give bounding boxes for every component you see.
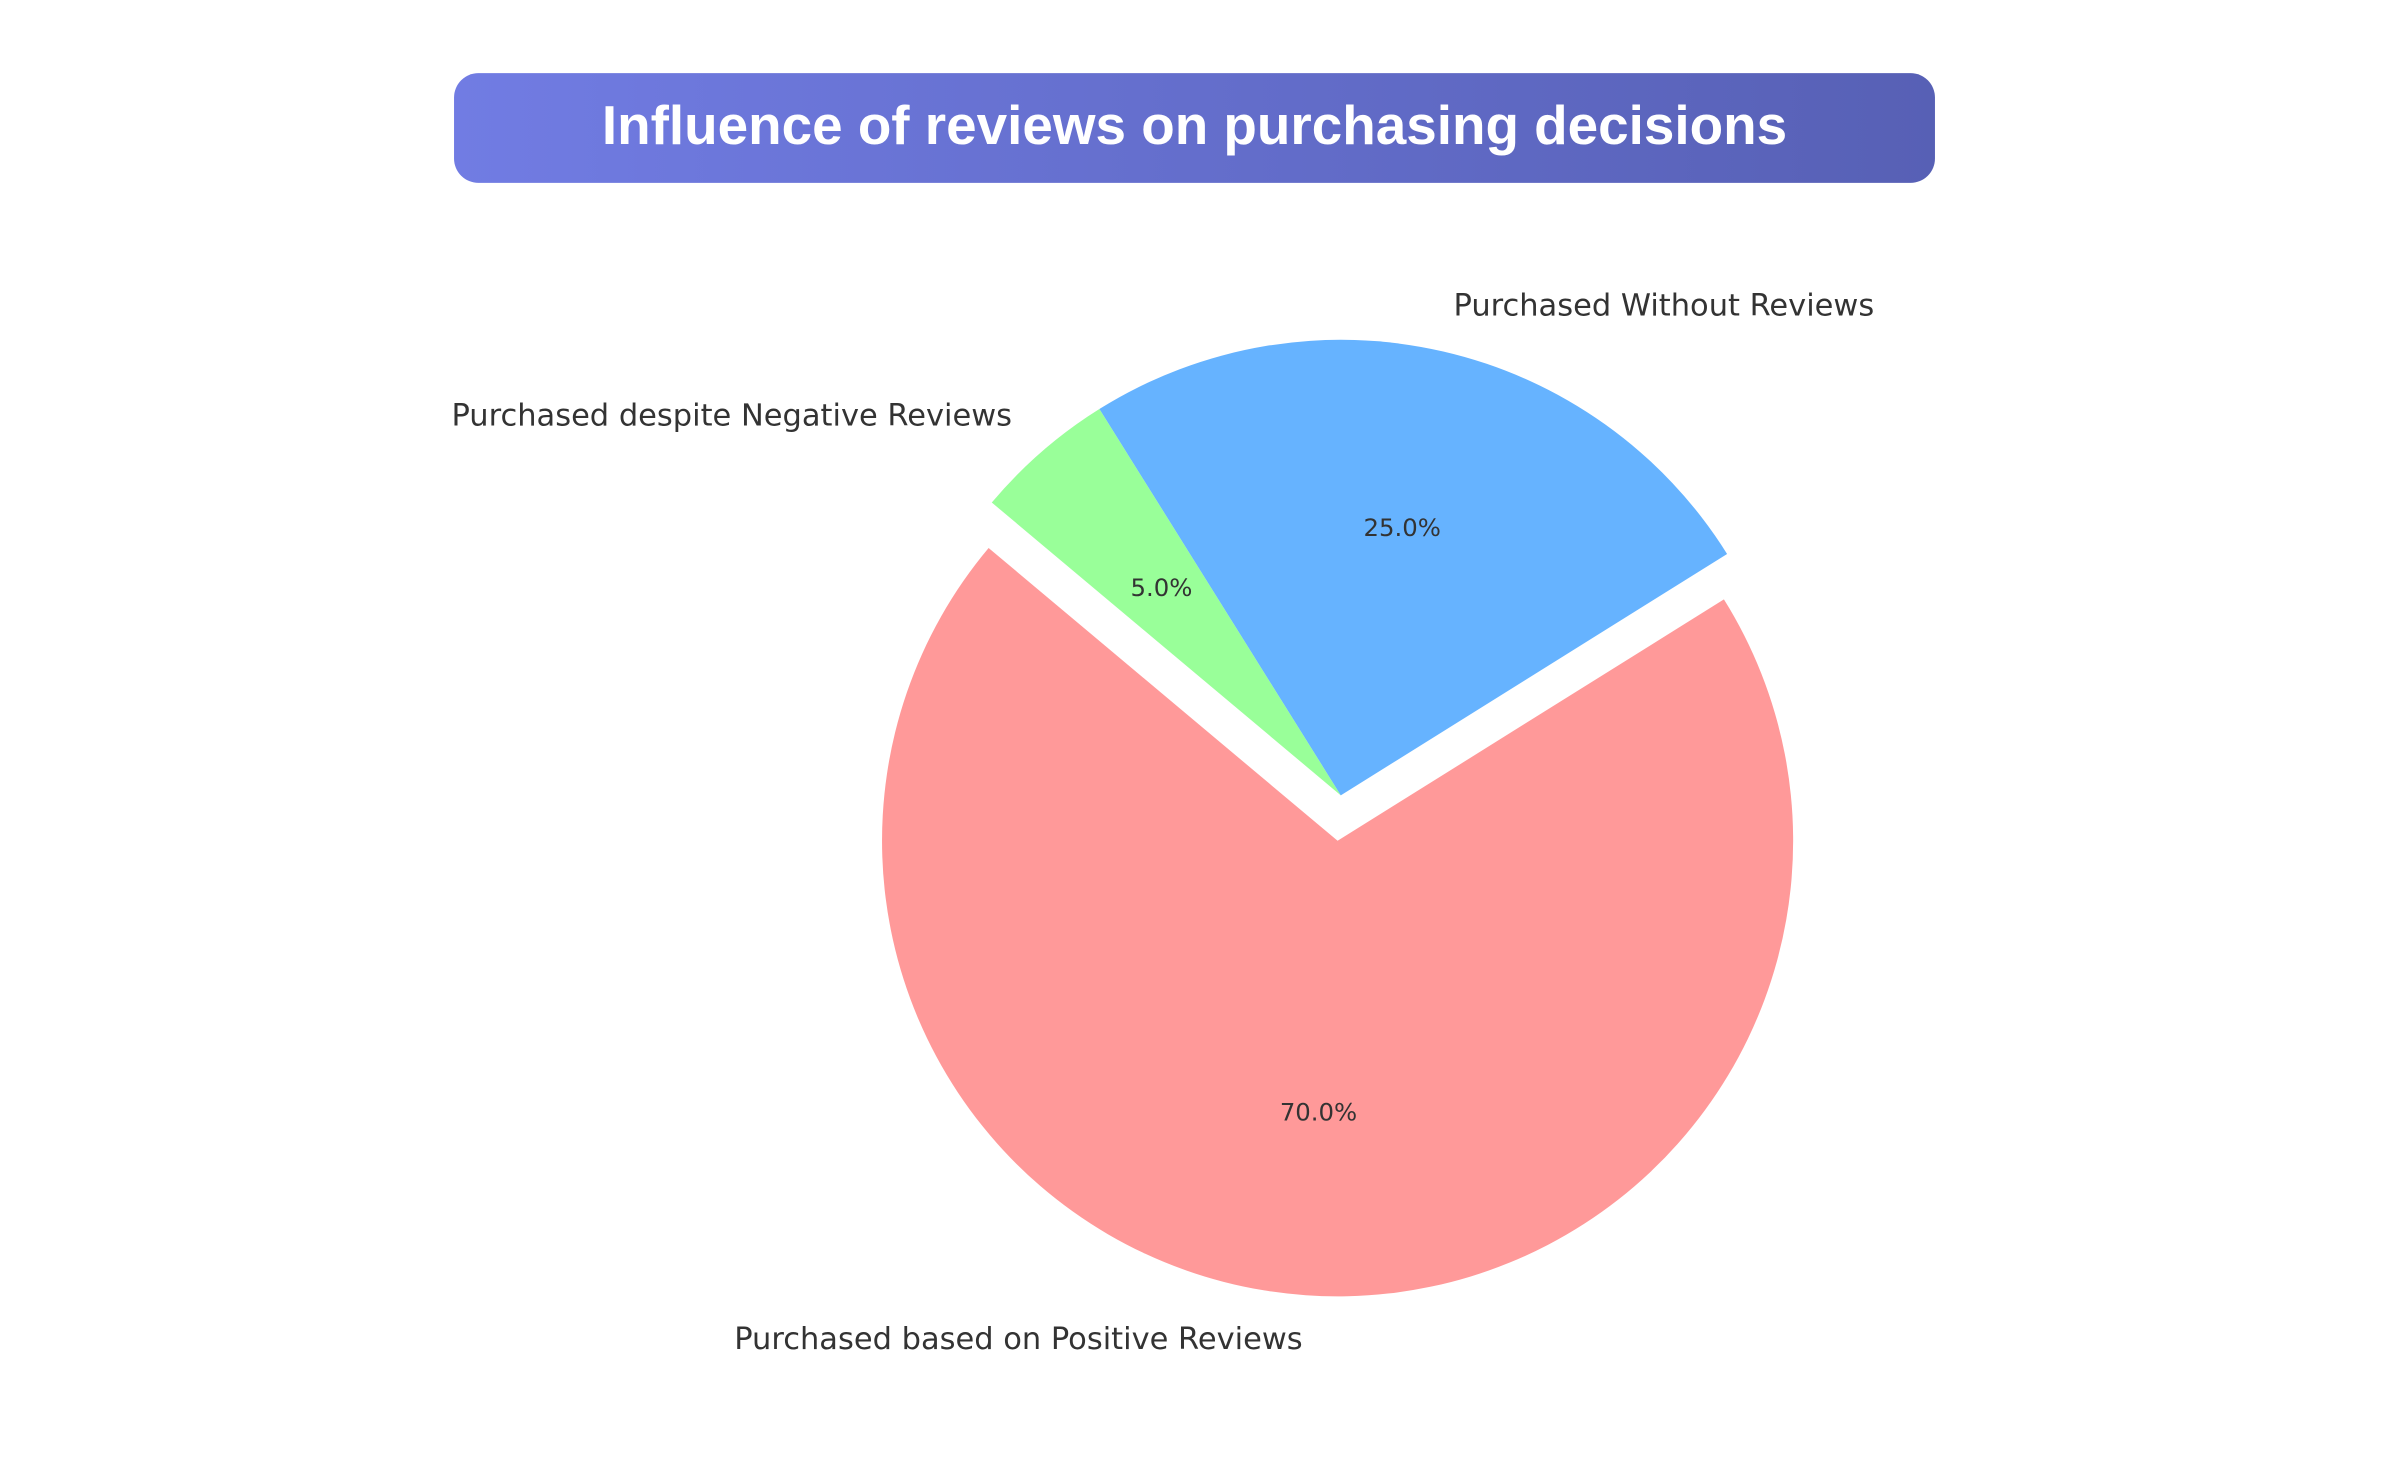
value-label: 70.0% xyxy=(1280,1097,1357,1126)
slice-label: Purchased Without Reviews xyxy=(1453,289,1874,324)
pie-slice xyxy=(1099,339,1728,796)
pie-slice xyxy=(882,547,1794,1297)
value-label: 5.0% xyxy=(1130,573,1192,602)
title-banner xyxy=(454,73,1935,183)
slice-label: Purchased based on Positive Reviews xyxy=(734,1322,1302,1357)
pie-slice xyxy=(991,409,1341,796)
value-label: 25.0% xyxy=(1364,513,1441,542)
chart-title: Influence of reviews on purchasing decis… xyxy=(602,94,1787,156)
slice-label: Purchased despite Negative Reviews xyxy=(451,399,1012,434)
